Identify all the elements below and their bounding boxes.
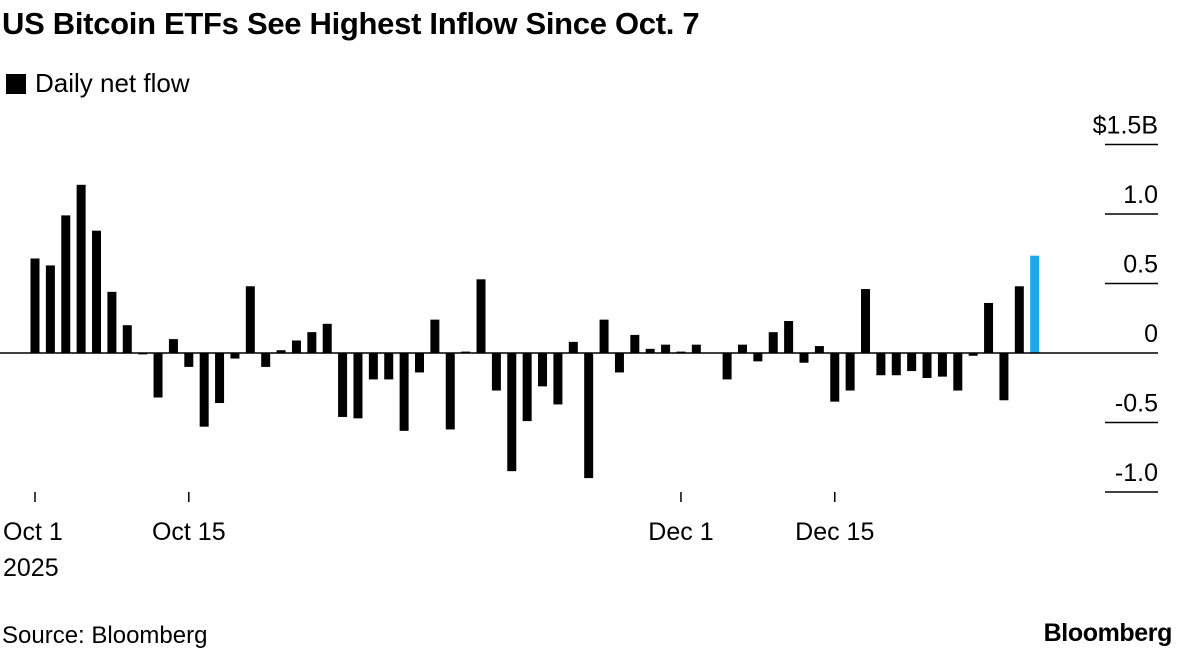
bar xyxy=(322,323,332,353)
bar xyxy=(876,353,886,376)
bar xyxy=(968,353,978,356)
bar xyxy=(584,353,594,479)
bar xyxy=(276,350,286,353)
bar xyxy=(661,344,671,353)
bar xyxy=(522,353,532,422)
bar xyxy=(784,321,794,353)
bar xyxy=(476,279,486,353)
bar xyxy=(599,319,609,353)
y-tick-label: 0 xyxy=(1144,320,1158,348)
bar xyxy=(768,332,778,353)
bar xyxy=(953,353,963,391)
x-tick-sublabel: 2025 xyxy=(3,554,59,582)
bloomberg-logo: Bloomberg xyxy=(1043,619,1173,647)
y-tick-label: $1.5B xyxy=(1093,112,1158,140)
x-axis: Oct 1 2025 Oct 15 Dec 1 Dec 15 xyxy=(3,492,874,582)
bar xyxy=(384,353,394,380)
bar xyxy=(568,341,578,353)
y-tick-label: -1.0 xyxy=(1115,459,1158,487)
bar xyxy=(368,353,378,380)
bar xyxy=(630,334,640,353)
bar xyxy=(261,353,271,367)
bar xyxy=(230,353,240,359)
bar xyxy=(199,353,209,427)
bar xyxy=(737,344,747,353)
bar xyxy=(291,340,301,353)
bar xyxy=(999,353,1009,401)
bar xyxy=(799,353,809,363)
bar xyxy=(107,291,117,353)
y-tick-label: -0.5 xyxy=(1115,390,1158,418)
legend-label: Daily net flow xyxy=(35,68,190,98)
bar xyxy=(645,348,655,353)
source-note: Source: Bloomberg xyxy=(2,622,208,649)
bar xyxy=(445,353,455,430)
bar xyxy=(491,353,501,391)
bar-chart: $1.5B 1.0 0.5 0 -0.5 -1.0 Oct 1 2025 Oct 15 Dec … xyxy=(0,112,1158,582)
bar xyxy=(937,353,947,377)
bar xyxy=(691,344,701,353)
bar xyxy=(614,353,624,373)
bar xyxy=(430,319,440,353)
bars-group xyxy=(30,184,1040,479)
bar xyxy=(891,353,901,376)
bar xyxy=(30,258,40,353)
legend: Daily net flow xyxy=(6,68,190,99)
bar xyxy=(922,353,932,379)
bar xyxy=(184,353,194,367)
bar xyxy=(168,339,178,353)
bar xyxy=(507,353,517,472)
x-tick-label: Oct 15 xyxy=(152,518,226,546)
y-tick-label: 1.0 xyxy=(1123,181,1158,209)
bar xyxy=(753,353,763,362)
bar xyxy=(722,353,732,380)
legend-swatch xyxy=(6,73,26,94)
bar xyxy=(907,353,917,372)
bar xyxy=(61,215,71,353)
y-axis: $1.5B 1.0 0.5 0 -0.5 -1.0 xyxy=(1093,112,1158,493)
bar xyxy=(153,353,163,398)
y-tick-label: 0.5 xyxy=(1123,251,1158,279)
bar xyxy=(92,230,102,353)
bar xyxy=(1030,255,1040,353)
bar xyxy=(245,286,255,353)
bar xyxy=(814,346,824,353)
bar xyxy=(861,289,871,353)
bar xyxy=(1014,286,1024,353)
bar xyxy=(845,353,855,391)
bar xyxy=(338,353,348,417)
bar xyxy=(415,353,424,373)
bar xyxy=(830,353,840,402)
bar xyxy=(45,265,55,353)
bar xyxy=(215,353,225,404)
bar xyxy=(553,353,563,405)
chart-title: US Bitcoin ETFs See Highest Inflow Since… xyxy=(2,6,700,41)
bar xyxy=(76,184,86,353)
x-tick-label: Oct 1 xyxy=(3,518,63,546)
x-tick-label: Dec 15 xyxy=(795,518,874,546)
x-tick-label: Dec 1 xyxy=(648,518,713,546)
bar xyxy=(984,302,994,353)
bar xyxy=(353,353,363,419)
bar xyxy=(399,353,409,431)
bar xyxy=(122,325,132,353)
bar xyxy=(307,332,317,353)
bar xyxy=(538,353,548,387)
